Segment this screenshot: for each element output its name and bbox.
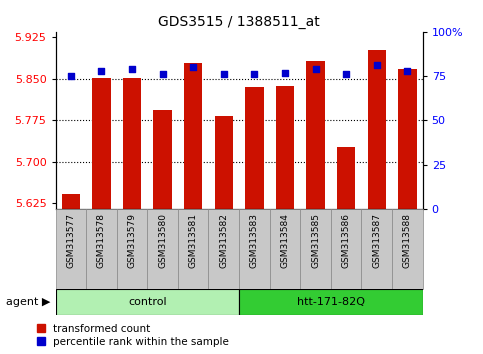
Bar [300,209,331,289]
Bar [239,209,270,289]
Text: agent ▶: agent ▶ [6,297,51,307]
Bar [361,209,392,289]
Text: GSM313586: GSM313586 [341,213,351,268]
Text: GSM313587: GSM313587 [372,213,381,268]
Point [128,66,136,72]
Bar [92,78,111,209]
Bar [123,78,141,209]
Point [251,72,258,77]
Text: GSM313578: GSM313578 [97,213,106,268]
Bar [62,194,80,209]
Bar [56,209,86,289]
Text: GSM313577: GSM313577 [66,213,75,268]
Text: htt-171-82Q: htt-171-82Q [297,297,365,307]
Point [159,72,167,77]
Text: GSM313581: GSM313581 [189,213,198,268]
Bar [154,110,172,209]
Title: GDS3515 / 1388511_at: GDS3515 / 1388511_at [158,16,320,29]
Bar [86,209,117,289]
Bar [276,86,294,209]
Bar [209,209,239,289]
Text: control: control [128,297,167,307]
Text: GSM313584: GSM313584 [281,213,289,268]
Legend: transformed count, percentile rank within the sample: transformed count, percentile rank withi… [37,324,229,347]
Text: GSM313579: GSM313579 [128,213,137,268]
Bar [398,69,416,209]
Bar [56,289,239,315]
Bar [368,50,386,209]
Point [98,68,105,74]
Point [220,72,227,77]
Point [403,68,411,74]
Point [342,72,350,77]
Bar [147,209,178,289]
Point [189,64,197,70]
Point [67,73,75,79]
Bar [331,209,361,289]
Bar [270,209,300,289]
Text: GSM313585: GSM313585 [311,213,320,268]
Bar [117,209,147,289]
Point [281,70,289,75]
Text: GSM313580: GSM313580 [158,213,167,268]
Text: GSM313583: GSM313583 [250,213,259,268]
Bar [245,87,264,209]
Bar [239,289,423,315]
Bar [178,209,209,289]
Bar [306,61,325,209]
Text: GSM313582: GSM313582 [219,213,228,268]
Point [312,66,319,72]
Bar [214,116,233,209]
Bar [337,147,355,209]
Bar [184,63,202,209]
Point [373,63,381,68]
Bar [392,209,423,289]
Text: GSM313588: GSM313588 [403,213,412,268]
